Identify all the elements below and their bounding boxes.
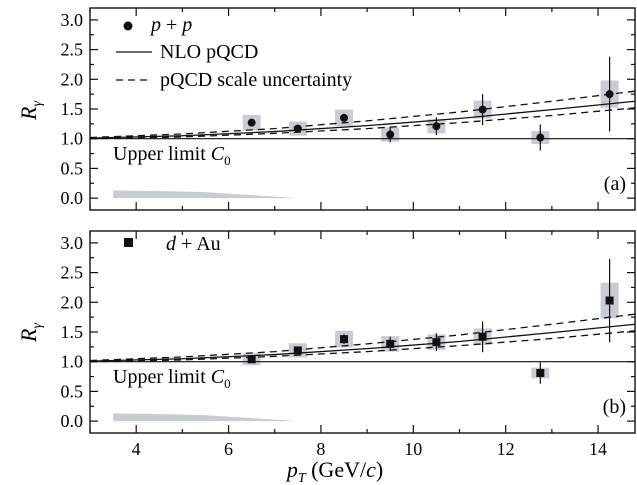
y-axis-label-b-main: R	[16, 328, 41, 343]
y-tick-label-b: 0.5	[61, 381, 84, 401]
nlo-curve-b	[89, 323, 636, 362]
upper-limit-label-a: Upper limit C0	[113, 143, 231, 168]
legend-data-label-a: p + p	[149, 14, 192, 36]
y-axis-label-a-main: R	[16, 106, 41, 121]
nlo-curve-a	[89, 100, 636, 139]
x-tick-label: 4	[132, 439, 141, 459]
x-axis-label-unit-c: c	[366, 457, 376, 482]
y-axis-label-a: Rγ	[16, 101, 45, 121]
upper-limit-text-a: Upper limit	[113, 143, 211, 165]
data-point-b-1	[293, 346, 302, 355]
panel-label-a: (a)	[604, 173, 626, 195]
y-axis-label-b: Rγ	[16, 323, 45, 343]
y-tick-label-b: 2.5	[61, 263, 84, 283]
upper-limit-text-b: Upper limit	[113, 366, 211, 388]
data-point-a-0	[247, 118, 256, 127]
y-tick-label-a: 0.0	[61, 188, 84, 208]
upper-limit-band-b	[113, 413, 298, 422]
x-tick-label: 14	[589, 439, 607, 459]
upper-limit-label-b: Upper limit C0	[113, 366, 231, 391]
data-point-b-7	[605, 296, 614, 305]
panel-a: 3.0 2.5 2.0 1.5 1.0 0.5 0.0 p + p NLO pQCD pQC…	[16, 7, 636, 211]
legend-marker-circle	[123, 21, 133, 31]
axes-b: 3.0 2.5 2.0 1.5 1.0 0.5 0.0 4 6 8 10 12 14	[61, 230, 636, 459]
curves-b	[89, 313, 636, 363]
scale-upper-curve-a	[89, 90, 636, 139]
y-tick-label-a: 3.0	[61, 10, 84, 30]
y-tick-label-b: 3.0	[61, 233, 84, 253]
y-tick-label-a: 0.5	[61, 158, 84, 178]
legend-au: Au	[196, 233, 220, 255]
y-tick-label-a: 2.0	[61, 69, 84, 89]
scale-upper-curve-b	[89, 313, 636, 362]
data-point-a-7	[605, 90, 614, 99]
axes-a: 3.0 2.5 2.0 1.5 1.0 0.5 0.0	[61, 7, 636, 211]
upper-limit-symbol-b: C	[211, 366, 225, 388]
data-point-a-4	[432, 122, 441, 131]
y-tick-label-b: 2.0	[61, 292, 84, 312]
legend-plus-b: +	[176, 233, 196, 255]
systematic-boxes-a	[113, 80, 619, 199]
legend-p2: p	[180, 14, 192, 36]
data-point-a-6	[536, 133, 545, 142]
data-point-b-5	[478, 332, 487, 341]
panel-label-b: (b)	[603, 396, 626, 418]
y-tick-label-b: 0.0	[61, 411, 84, 431]
upper-limit-sub-b: 0	[224, 376, 231, 391]
x-axis-label-symbol: p	[285, 457, 298, 482]
y-tick-label-b: 1.0	[61, 352, 84, 372]
x-tick-label: 10	[404, 439, 422, 459]
y-tick-label-b: 1.5	[61, 322, 84, 342]
scale-lower-curve-b	[89, 330, 636, 363]
legend-scale-label: pQCD scale uncertainty	[160, 69, 352, 91]
y-tick-label-a: 1.0	[61, 129, 84, 149]
y-tick-label-a: 1.5	[61, 99, 84, 119]
scale-lower-curve-a	[89, 107, 636, 140]
x-tick-label: 12	[497, 439, 515, 459]
y-axis-label-b-sub: γ	[30, 323, 45, 329]
x-tick-label: 6	[224, 439, 233, 459]
x-axis-label: pT (GeV/c)	[285, 457, 383, 485]
data-point-a-5	[478, 105, 487, 114]
legend-d: d	[166, 233, 177, 255]
legend-p1: p	[149, 14, 161, 36]
upper-limit-band-a	[113, 190, 298, 199]
upper-limit-symbol-a: C	[211, 143, 225, 165]
x-axis-label-unit: (GeV/	[306, 457, 367, 482]
data-point-a-2	[340, 113, 349, 122]
legend-nlo-label: NLO pQCD	[160, 41, 258, 63]
panel-b: 3.0 2.5 2.0 1.5 1.0 0.5 0.0 4 6 8 10 12 14 d + Au Up…	[16, 230, 636, 485]
x-axis-label-unit-close: )	[376, 457, 383, 482]
upper-limit-sub-a: 0	[224, 153, 231, 168]
y-axis-label-a-sub: γ	[30, 101, 45, 107]
x-axis-label-sub: T	[298, 471, 307, 485]
curves-a	[89, 90, 636, 140]
data-points-a	[247, 56, 614, 151]
data-point-b-6	[536, 368, 545, 377]
data-point-a-3	[386, 130, 395, 139]
data-point-b-3	[386, 339, 395, 348]
data-point-a-1	[293, 124, 302, 133]
x-tick-label: 8	[316, 439, 325, 459]
legend-data-label-b: d + Au	[166, 233, 221, 255]
y-tick-label-a: 2.5	[61, 40, 84, 60]
legend-marker-square	[124, 238, 133, 247]
data-point-b-4	[432, 338, 441, 347]
legend-plus-a: +	[161, 14, 182, 36]
data-point-b-2	[340, 335, 349, 344]
data-points-b	[247, 258, 614, 384]
data-point-b-0	[247, 355, 256, 364]
